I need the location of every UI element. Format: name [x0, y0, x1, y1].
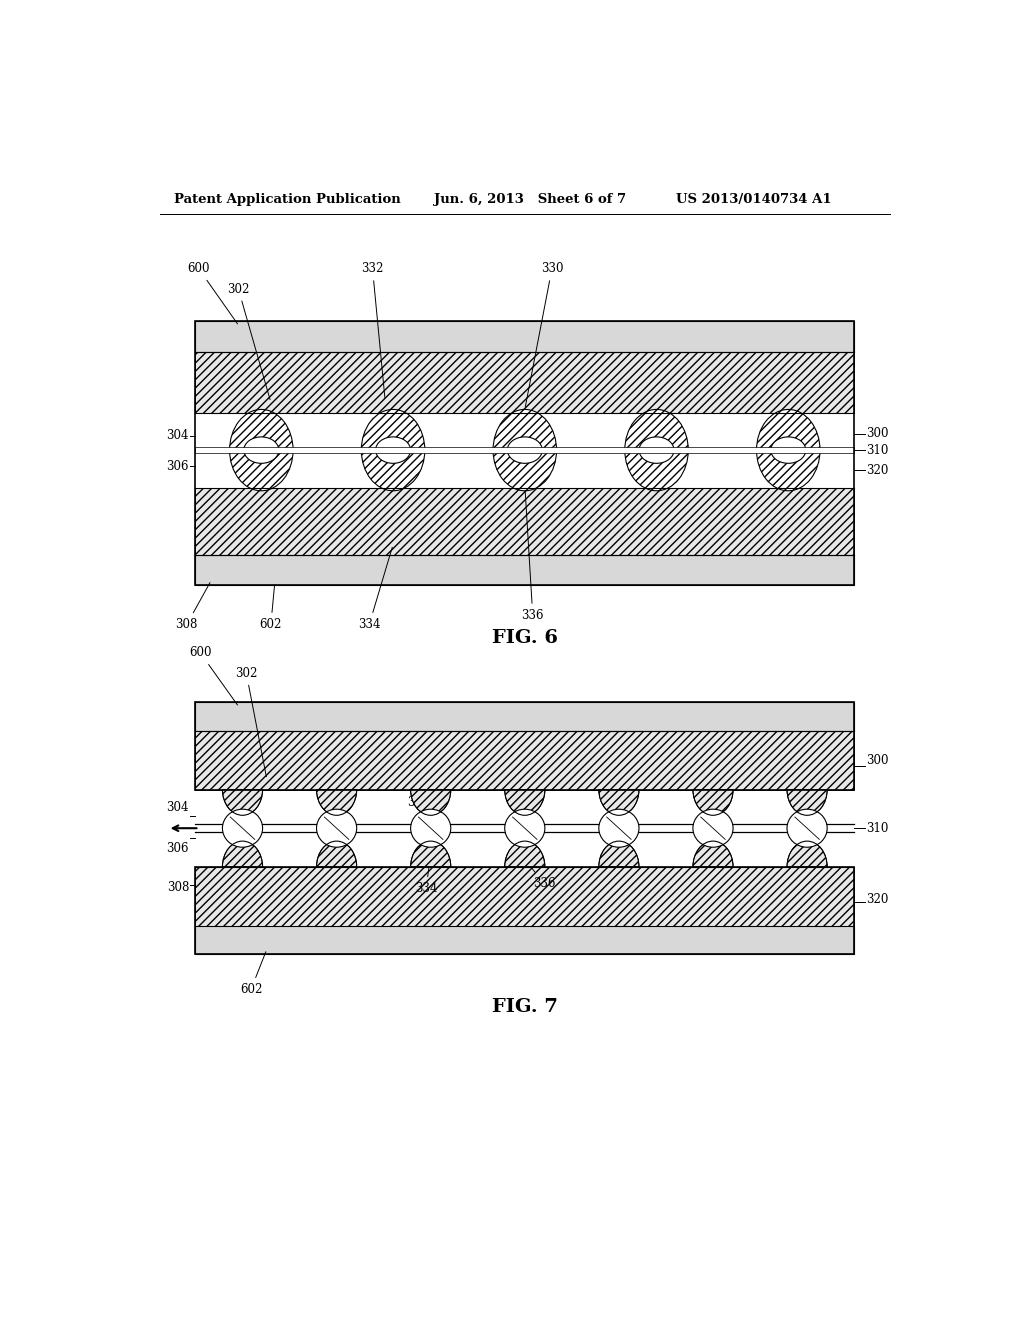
Text: 332: 332: [407, 796, 429, 809]
Text: 602: 602: [240, 952, 266, 995]
Text: 330: 330: [611, 796, 634, 809]
Bar: [196, 321, 854, 585]
Text: 336: 336: [521, 487, 544, 622]
Ellipse shape: [599, 809, 639, 847]
Wedge shape: [599, 841, 639, 867]
Text: 332: 332: [361, 263, 385, 397]
Wedge shape: [222, 841, 262, 867]
Text: 302: 302: [236, 667, 266, 776]
Circle shape: [493, 409, 557, 491]
Text: 600: 600: [189, 647, 238, 705]
Wedge shape: [787, 789, 827, 816]
Ellipse shape: [376, 437, 411, 463]
Ellipse shape: [787, 809, 827, 847]
Text: 308: 308: [167, 880, 189, 894]
Text: FIG. 6: FIG. 6: [492, 630, 558, 647]
Text: 310: 310: [866, 822, 889, 834]
Bar: [196, 702, 854, 789]
Wedge shape: [505, 841, 545, 867]
Wedge shape: [316, 841, 356, 867]
Text: 308: 308: [176, 582, 210, 631]
Wedge shape: [505, 789, 545, 816]
Wedge shape: [693, 789, 733, 816]
Wedge shape: [693, 841, 733, 867]
Text: 304: 304: [167, 801, 189, 814]
Bar: [196, 351, 854, 412]
Ellipse shape: [411, 809, 451, 847]
Circle shape: [229, 409, 293, 491]
Text: 304: 304: [167, 429, 189, 442]
Text: 600: 600: [187, 263, 238, 323]
Wedge shape: [222, 789, 262, 816]
Text: 300: 300: [866, 428, 889, 441]
Circle shape: [361, 409, 425, 491]
Wedge shape: [411, 789, 451, 816]
Ellipse shape: [316, 809, 356, 847]
Wedge shape: [316, 789, 356, 816]
Wedge shape: [599, 841, 639, 867]
Text: 330: 330: [525, 263, 563, 407]
Wedge shape: [505, 841, 545, 867]
Bar: [196, 321, 854, 351]
Ellipse shape: [639, 437, 674, 463]
Text: Patent Application Publication: Patent Application Publication: [174, 193, 400, 206]
Text: 306: 306: [167, 459, 189, 473]
Text: 302: 302: [227, 282, 270, 400]
Wedge shape: [316, 841, 356, 867]
Wedge shape: [222, 789, 262, 816]
Ellipse shape: [244, 437, 279, 463]
Bar: [196, 925, 854, 954]
Wedge shape: [505, 789, 545, 816]
Circle shape: [757, 409, 820, 491]
Bar: [196, 554, 854, 585]
Text: 300: 300: [866, 754, 889, 767]
Ellipse shape: [693, 809, 733, 847]
Wedge shape: [411, 841, 451, 867]
Bar: [196, 867, 854, 954]
Text: 306: 306: [167, 842, 189, 855]
Text: FIG. 7: FIG. 7: [492, 998, 558, 1016]
Wedge shape: [599, 789, 639, 816]
Text: 336: 336: [526, 862, 555, 890]
Circle shape: [625, 409, 688, 491]
Wedge shape: [411, 789, 451, 816]
Bar: [196, 447, 854, 453]
Text: 320: 320: [866, 892, 889, 906]
Wedge shape: [693, 841, 733, 867]
Text: 320: 320: [866, 463, 889, 477]
Wedge shape: [222, 841, 262, 867]
Wedge shape: [787, 841, 827, 867]
Text: 602: 602: [260, 585, 282, 631]
Bar: [196, 487, 854, 554]
Text: 310: 310: [866, 444, 889, 457]
Ellipse shape: [505, 809, 545, 847]
Wedge shape: [599, 789, 639, 816]
Text: 334: 334: [358, 548, 392, 631]
Bar: [196, 867, 854, 925]
Text: US 2013/0140734 A1: US 2013/0140734 A1: [676, 193, 831, 206]
Wedge shape: [787, 841, 827, 867]
Wedge shape: [787, 789, 827, 816]
Ellipse shape: [222, 809, 262, 847]
Bar: [196, 731, 854, 789]
Wedge shape: [316, 789, 356, 816]
Text: 334: 334: [415, 857, 437, 895]
Ellipse shape: [771, 437, 806, 463]
Wedge shape: [693, 789, 733, 816]
Ellipse shape: [507, 437, 543, 463]
Wedge shape: [411, 841, 451, 867]
Text: Jun. 6, 2013   Sheet 6 of 7: Jun. 6, 2013 Sheet 6 of 7: [433, 193, 626, 206]
Bar: [196, 702, 854, 731]
